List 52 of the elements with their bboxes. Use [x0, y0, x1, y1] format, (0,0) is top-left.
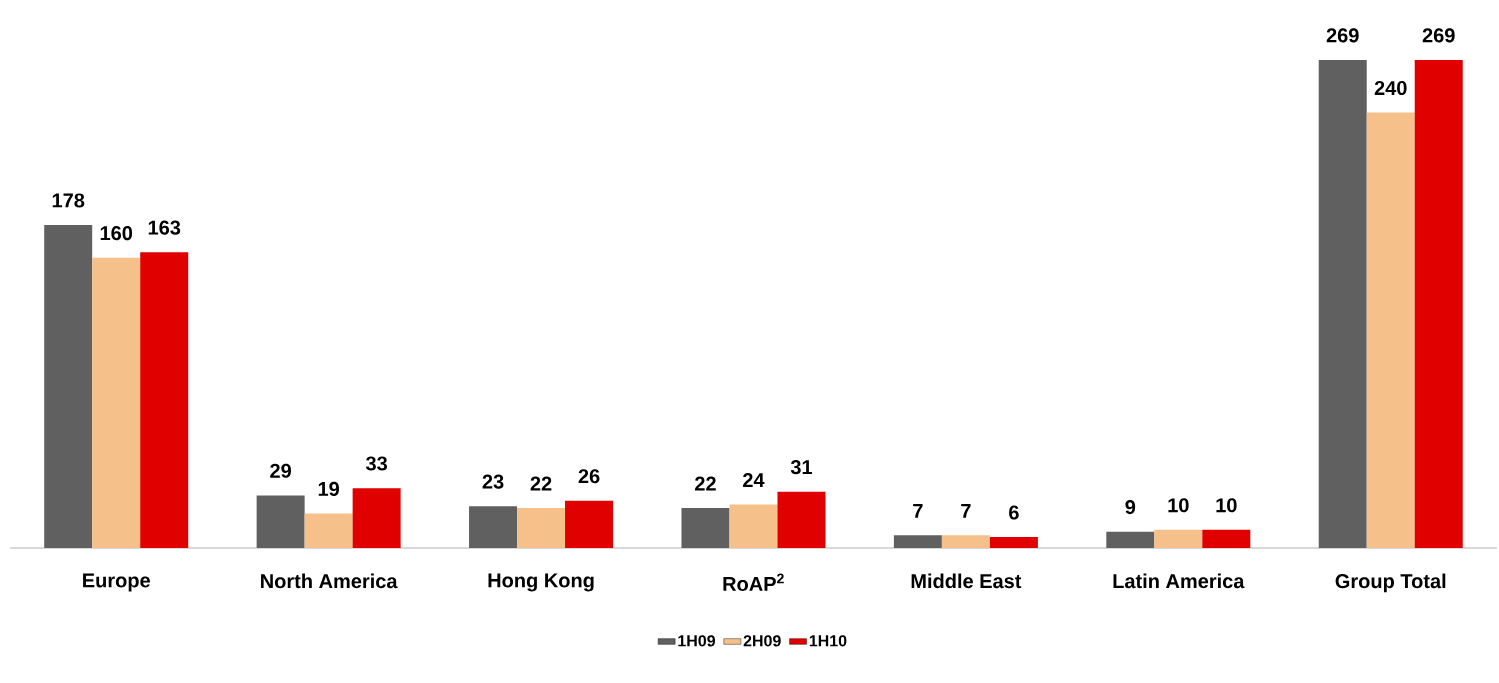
legend-label: 2H09: [743, 635, 781, 647]
data-label: 26: [578, 469, 600, 484]
data-label: 269: [1326, 28, 1359, 43]
data-label: 7: [913, 504, 923, 518]
data-label: 19: [318, 481, 340, 496]
data-label: 10: [1216, 498, 1237, 513]
bar: [681, 508, 730, 548]
data-label: 163: [148, 220, 181, 235]
bar: [352, 488, 401, 548]
data-label: 7: [961, 504, 971, 518]
data-label: 23: [482, 474, 504, 489]
x-tick-label: RoAP$^{2}$: [723, 573, 784, 592]
data-label: 10: [1168, 498, 1189, 513]
bar: [565, 500, 614, 548]
bar: [893, 535, 942, 548]
x-tick-label: Group Total: [1335, 573, 1446, 593]
data-label: 29: [270, 463, 292, 478]
data-label: 9: [1125, 499, 1136, 515]
data-label: 24: [743, 472, 765, 487]
data-label: 22: [695, 476, 716, 491]
bar: [989, 537, 1038, 548]
bar: [1414, 60, 1463, 548]
bar: [729, 504, 778, 548]
data-label: 33: [365, 456, 388, 471]
data-label: 22: [530, 476, 552, 491]
bar: [1366, 112, 1415, 548]
data-label: 31: [790, 460, 813, 475]
data-label: 160: [100, 226, 133, 241]
data-label: 269: [1422, 28, 1455, 43]
x-tick-label: Hong Kong: [488, 573, 594, 592]
bar: [304, 513, 353, 548]
bar: [256, 495, 305, 548]
bar: [1106, 531, 1155, 548]
x-tick-label: North America: [261, 573, 398, 589]
x-tick-label: Latin America: [1113, 573, 1245, 589]
bar: [941, 535, 990, 548]
legend-label: 1H09: [678, 635, 715, 647]
bar: [469, 506, 518, 548]
bar: [92, 257, 141, 548]
data-label: 6: [1009, 505, 1019, 520]
x-tick-label: Middle East: [911, 573, 1022, 589]
x-tick-label: Europe: [83, 573, 150, 592]
data-label: 240: [1374, 80, 1407, 96]
data-label: 178: [52, 193, 85, 208]
bar: [1154, 529, 1203, 548]
legend-label: 1H10: [809, 635, 847, 647]
bar: [517, 508, 566, 548]
bar: [140, 252, 189, 548]
bar: [1202, 529, 1251, 548]
bar: [777, 491, 826, 548]
bar: [44, 225, 93, 548]
bar: [1318, 60, 1367, 548]
